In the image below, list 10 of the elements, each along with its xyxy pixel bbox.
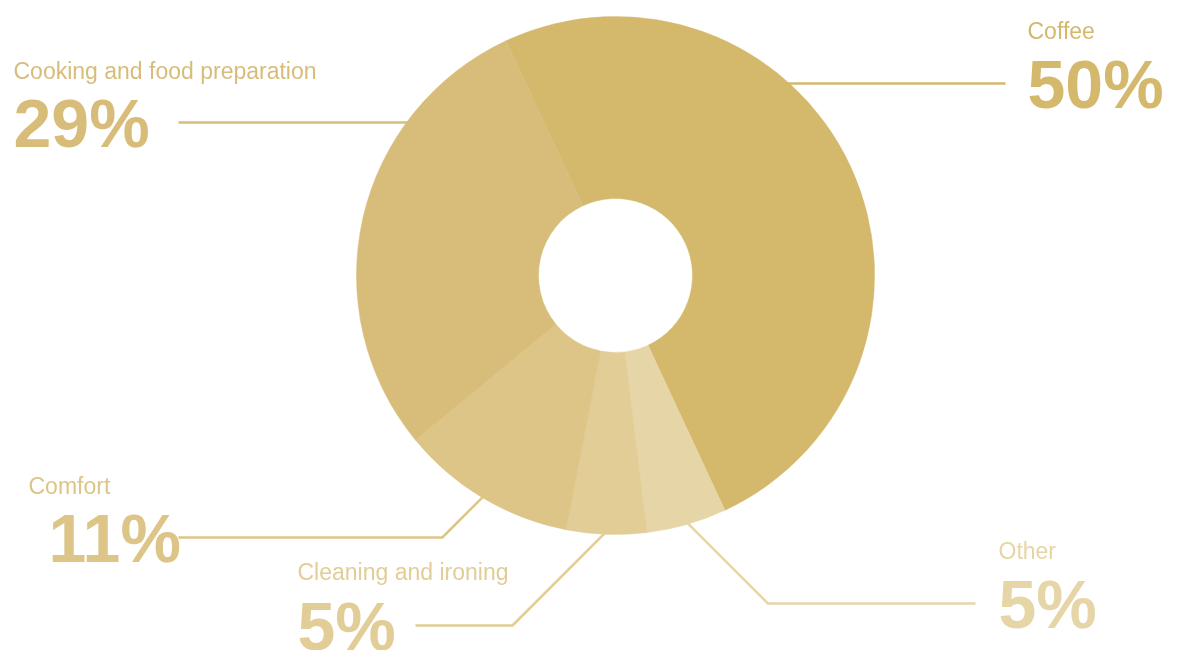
- data-label: 11%: [48, 499, 181, 576]
- slice-label: Cleaning and ironing: [297, 558, 509, 585]
- data-label: 5%: [998, 565, 1097, 642]
- data-label: 29%: [13, 84, 150, 161]
- data-label: 50%: [1027, 45, 1164, 122]
- slice-label: Comfort: [28, 472, 111, 499]
- slice-label: Cooking and food preparation: [13, 57, 317, 84]
- slice-label: Other: [998, 537, 1057, 564]
- slice-label: Coffee: [1027, 17, 1095, 44]
- data-label: 5%: [297, 587, 396, 650]
